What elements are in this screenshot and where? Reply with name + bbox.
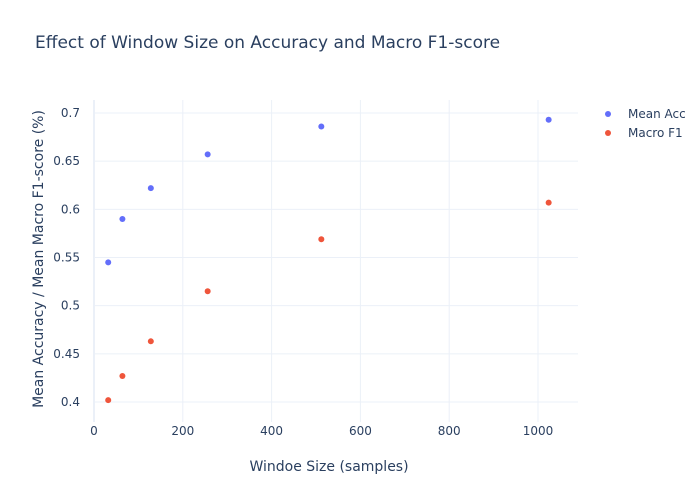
legend-item[interactable]: Mean Acc: [605, 107, 686, 121]
y-tick-label: 0.6: [61, 202, 80, 216]
data-point[interactable]: [147, 338, 154, 345]
series-macro-f1: [105, 199, 552, 404]
y-tick-label: 0.7: [61, 106, 80, 120]
y-tick-label: 0.4: [61, 395, 80, 409]
y-tick-label: 0.65: [53, 154, 80, 168]
x-tick-label: 600: [349, 424, 372, 438]
data-point[interactable]: [545, 116, 552, 123]
x-tick-label: 200: [171, 424, 194, 438]
chart-title: Effect of Window Size on Accuracy and Ma…: [35, 33, 501, 53]
data-point[interactable]: [318, 123, 325, 130]
legend-marker: [605, 111, 611, 117]
x-axis-ticks: 0 200 400 600 800 1000: [90, 424, 553, 438]
data-point[interactable]: [119, 215, 126, 222]
data-point[interactable]: [105, 397, 112, 404]
y-axis-ticks: 0.4 0.45 0.5 0.55 0.6 0.65 0.7: [53, 106, 80, 409]
data-point[interactable]: [204, 151, 211, 158]
y-tick-label: 0.5: [61, 299, 80, 313]
legend-label: Mean Acc: [628, 107, 686, 121]
data-point[interactable]: [147, 185, 154, 192]
data-points: [105, 116, 552, 404]
data-point[interactable]: [119, 372, 126, 379]
data-point[interactable]: [204, 288, 211, 295]
x-tick-label: 1000: [523, 424, 554, 438]
legend-label: Macro F1: [628, 126, 683, 140]
x-tick-label: 0: [90, 424, 98, 438]
y-axis-title: Mean Accuracy / Mean Macro F1-score (%): [31, 110, 47, 408]
grid-layer: [93, 100, 578, 422]
legend: Mean Acc Macro F1: [605, 107, 686, 140]
x-tick-label: 800: [438, 424, 461, 438]
y-tick-label: 0.55: [53, 251, 80, 265]
series-mean-acc: [105, 116, 552, 266]
x-tick-label: 400: [260, 424, 283, 438]
legend-marker: [605, 130, 611, 136]
data-point[interactable]: [545, 199, 552, 206]
x-axis-title: Windoe Size (samples): [249, 459, 408, 475]
y-tick-label: 0.45: [53, 347, 80, 361]
data-point[interactable]: [105, 259, 112, 266]
data-point[interactable]: [318, 236, 325, 243]
legend-item[interactable]: Macro F1: [605, 126, 683, 140]
